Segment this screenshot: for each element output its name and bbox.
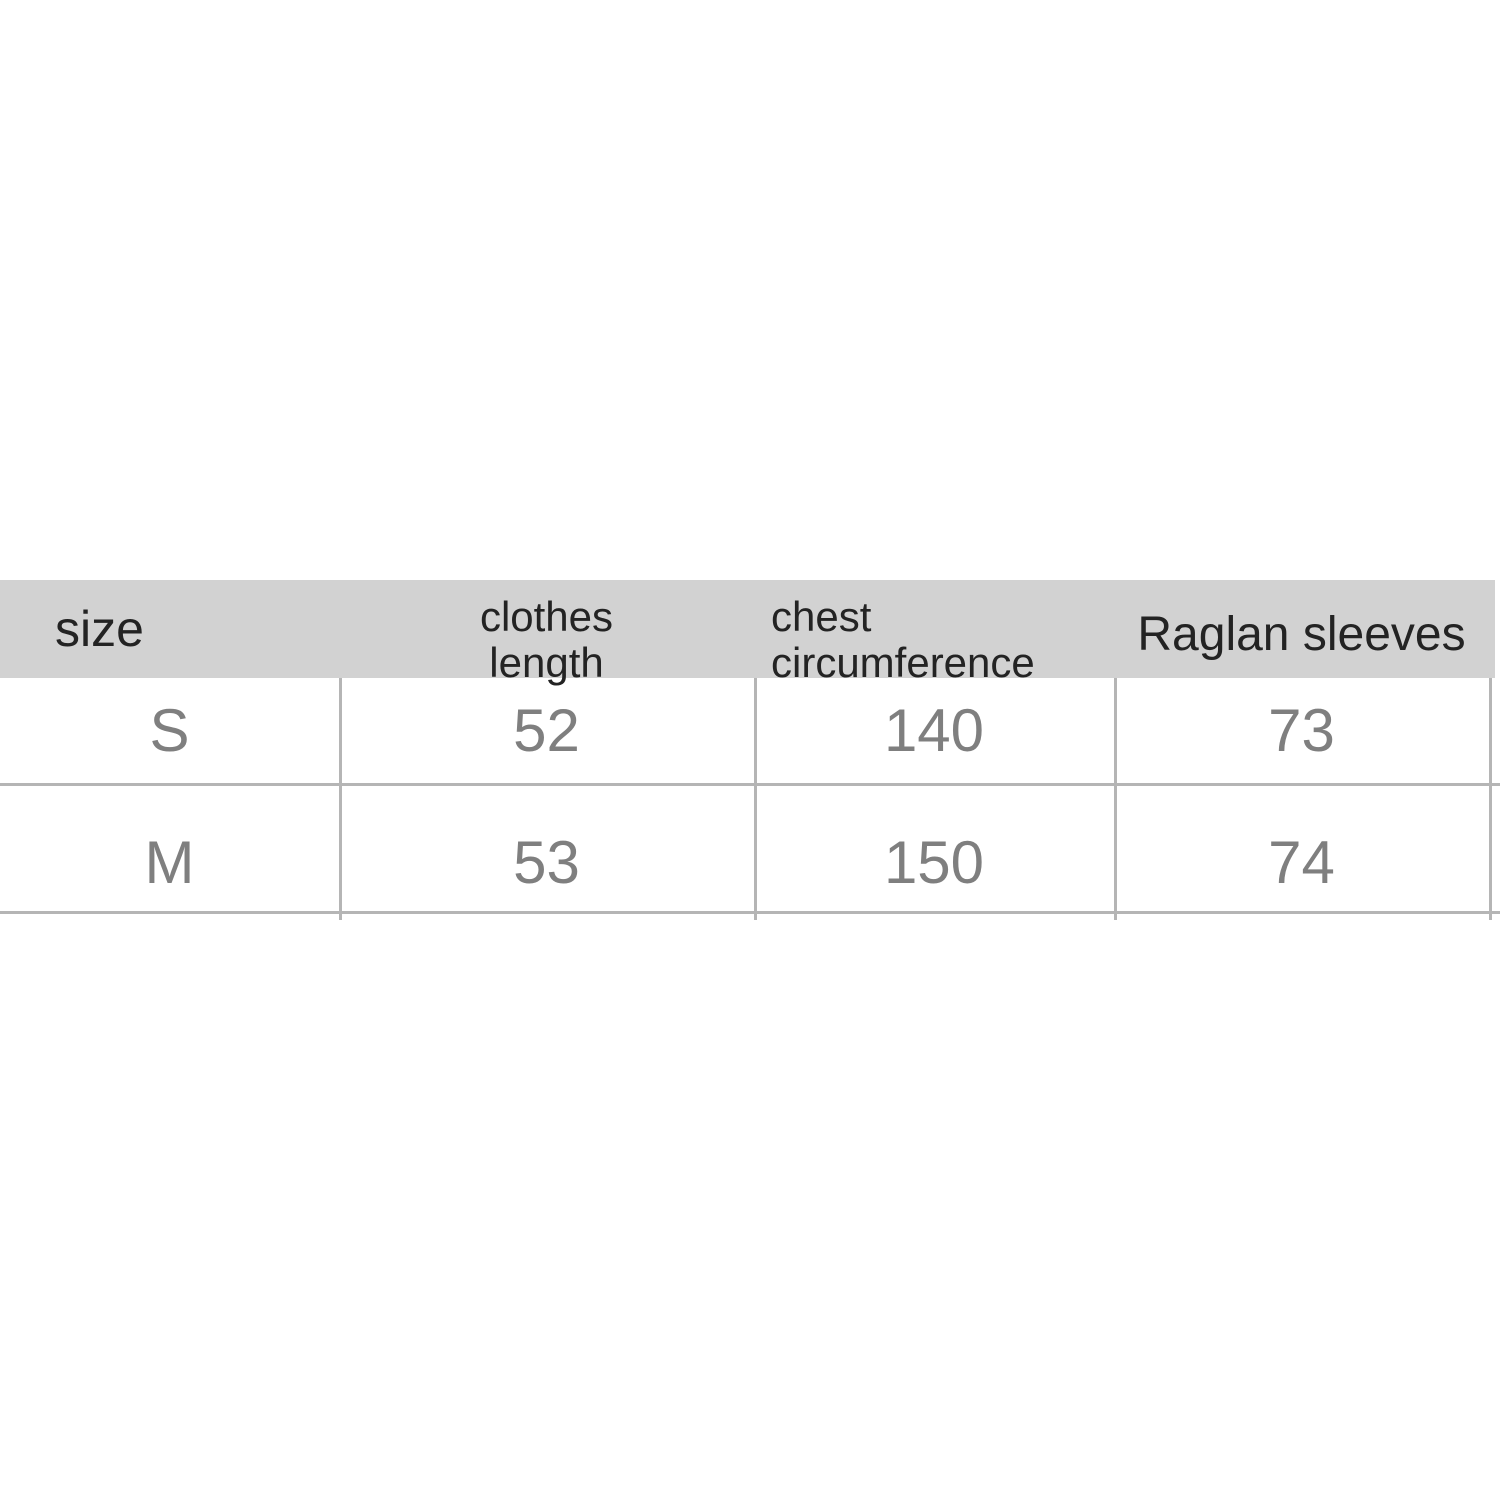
column-header-chest-circumference: chest circumference — [754, 580, 1114, 686]
cell-size-m: M — [144, 829, 195, 896]
cell-clothes-length-m: 53 — [513, 829, 580, 896]
column-header-clothes-length-label: clothes length — [479, 593, 614, 686]
cell-raglan-sleeves-s: 73 — [1268, 697, 1335, 764]
table-row-size-m: M 53 150 74 — [0, 786, 1500, 911]
cell-clothes-length-s: 52 — [513, 697, 580, 764]
table-right-border-line — [1489, 678, 1492, 920]
column-header-size: size — [55, 601, 144, 657]
column-header-chest-circumference-label: chest circumference — [771, 593, 1035, 686]
column-header-clothes-length: clothes length — [339, 580, 754, 686]
table-row-size-s: S 52 140 73 — [0, 678, 1500, 783]
table-header-row: size clothes length chest circumference … — [0, 580, 1495, 686]
column-divider-line — [1114, 678, 1117, 920]
row-divider-line — [0, 783, 1500, 786]
bottom-border-line — [0, 911, 1500, 914]
cell-chest-circumference-m: 150 — [883, 829, 985, 896]
column-header-raglan-sleeves: Raglan sleeves — [1137, 607, 1466, 661]
column-divider-line — [339, 678, 342, 920]
cell-size-s: S — [149, 697, 190, 764]
cell-chest-circumference-s: 140 — [883, 697, 985, 764]
cell-raglan-sleeves-m: 74 — [1268, 829, 1335, 896]
column-divider-line — [754, 678, 757, 920]
